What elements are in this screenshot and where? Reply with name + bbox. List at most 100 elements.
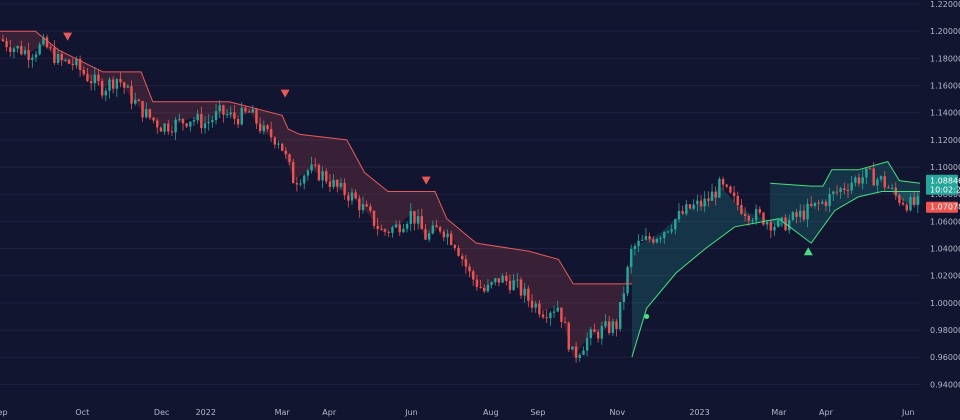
candle-body [843,188,846,190]
candle-body [696,200,699,205]
candle-body [347,195,350,201]
candle-body [615,321,618,329]
candle-body [236,118,240,125]
candle-body [60,53,63,60]
x-tick-label: Mar [771,408,787,417]
candle-body [765,221,769,225]
candle-body [284,150,288,155]
candle-body [332,179,335,187]
x-tick-label: Nov [609,408,625,417]
candle-body [545,317,548,319]
sell-signal-triangle [63,32,73,41]
candle-body [303,175,306,184]
candle-body [674,219,677,230]
candle-body [56,53,60,64]
candle-body [174,119,177,133]
candle-body [802,210,806,220]
candle-body [291,161,295,184]
candle-body [156,120,159,128]
candle-body [519,279,523,296]
candle-body [501,275,504,283]
current-price-label: 1.08846 [930,177,960,186]
candle-body [909,197,912,211]
bull-band-line [631,191,920,358]
candle-body [655,238,659,243]
bear-band-line [0,30,632,285]
y-tick-label: 1.10000 [930,163,960,172]
x-tick-label: Aug [483,408,499,417]
candle-body [600,326,604,339]
candle-body [729,186,732,193]
candle-body [12,48,16,52]
candle-body [97,74,100,81]
candle-body [89,80,93,84]
candle-body [427,233,431,240]
candle-body [607,321,611,333]
candle-body [38,44,41,55]
candle-body [567,322,570,350]
candle-body [464,259,468,267]
candle-body [523,288,526,296]
candle-body [82,69,85,75]
candle-body [898,195,901,203]
candle-body [394,224,398,228]
candle-body [508,280,512,291]
candle-body [1,39,5,42]
x-tick-label: Apr [819,408,834,417]
candle-body [178,118,181,120]
candle-body [663,232,666,239]
candle-body [255,109,258,124]
candle-body [310,164,313,171]
y-tick-label: 1.22000 [930,0,960,9]
sell-signal-triangle [421,176,431,185]
candle-body [641,239,644,241]
candle-body [295,183,299,185]
bull-band-fill [631,175,920,358]
candle-body [23,50,27,55]
candle-body [446,233,449,238]
y-tick-label: 1.16000 [930,82,960,91]
candle-body [589,329,592,339]
candle-body [472,271,475,280]
candle-body [552,311,556,313]
candle-body [64,59,67,61]
candle-body [31,57,34,60]
x-tick-label: Jun [901,408,915,417]
candle-body [405,224,409,229]
candle-body [854,177,857,183]
candle-body [111,79,115,89]
candle-body [762,212,765,225]
candle-body [832,191,835,195]
candle-body [707,198,710,201]
candle-body [435,225,438,228]
candle-body [258,123,262,132]
candle-body [776,220,780,227]
candle-body [512,280,515,291]
candle-body [611,321,615,333]
candle-body [372,210,376,226]
candle-body [34,54,38,58]
candle-body [758,209,762,213]
candle-body [5,41,8,48]
candle-body [277,143,280,145]
candle-body [196,113,199,121]
candle-body [582,350,585,355]
candle-body [850,182,853,191]
candle-body [534,303,537,308]
candle-body [670,229,673,232]
candle-body [461,255,464,260]
candle-body [189,121,192,127]
y-tick-label: 1.20000 [930,27,960,36]
candle-body [314,164,317,166]
candle-body [266,125,269,130]
candle-body [633,245,637,250]
candle-body [490,282,493,285]
candle-body [596,331,600,339]
candle-body [622,293,626,303]
candle-body [890,187,894,189]
candle-body [354,192,357,199]
candle-body [9,47,12,52]
x-tick-label: Jun [404,408,418,417]
x-tick-label: 2023 [689,408,709,417]
